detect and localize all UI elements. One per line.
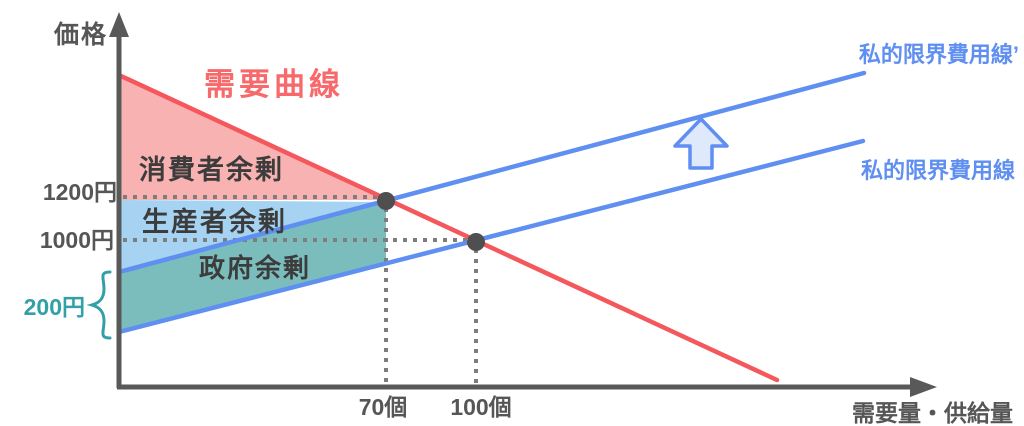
supply-line-shifted-label: 私的限界費用線’ [859, 42, 1019, 67]
consumer-surplus-label: 消費者余剰 [139, 154, 284, 185]
price-tick-1200: 1200円 [43, 179, 117, 205]
producer-surplus-label: 生産者余剰 [142, 206, 287, 237]
demand-line [118, 73, 780, 383]
tax-brace-icon [86, 270, 112, 340]
y-axis-label: 価格 [53, 20, 108, 49]
supply-line-label: 私的限界費用線 [861, 158, 1015, 183]
shift-up-arrow-icon [673, 117, 729, 170]
supply-line [116, 138, 866, 335]
quantity-tick-100: 100個 [450, 394, 511, 420]
price-tick-1000: 1000円 [40, 227, 114, 253]
x-axis-arrowhead-icon [910, 377, 937, 397]
y-axis-arrowhead-icon [109, 12, 129, 37]
equilibrium-dot-100-1000 [467, 233, 485, 251]
government-surplus-label: 政府余剰 [199, 253, 311, 283]
quantity-tick-70: 70個 [359, 394, 408, 420]
demand-curve-label: 需要曲線 [204, 67, 344, 102]
x-axis-label: 需要量・供給量 [852, 400, 1013, 426]
tax-amount-label: 200円 [24, 294, 85, 320]
supply-line-shifted [116, 70, 867, 275]
equilibrium-dot-70-1200 [377, 192, 395, 210]
government-surplus-area [121, 202, 386, 332]
